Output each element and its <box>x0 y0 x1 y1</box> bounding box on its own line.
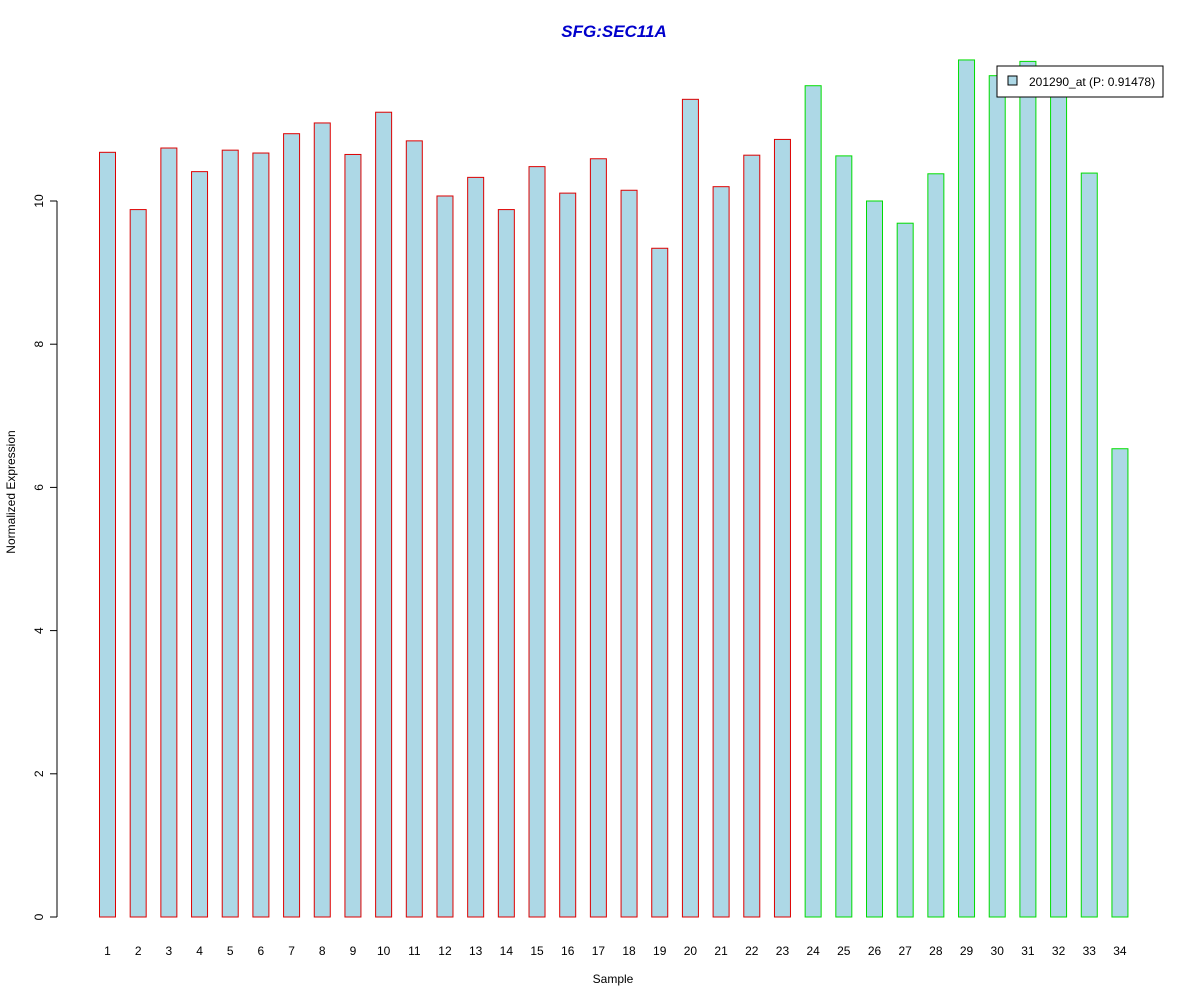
bar <box>252 152 270 918</box>
x-tick-label: 7 <box>288 944 295 958</box>
legend-box <box>996 65 1164 98</box>
bar <box>1080 172 1098 918</box>
x-tick-label: 9 <box>350 944 357 958</box>
legend: 201290_at (P: 0.91478) <box>996 65 1164 98</box>
y-tick-label: 6 <box>32 484 46 491</box>
x-tick-label: 27 <box>899 944 913 958</box>
x-tick-label: 13 <box>469 944 483 958</box>
x-tick-label: 2 <box>135 944 142 958</box>
y-tick-label: 4 <box>32 627 46 634</box>
x-tick-label: 19 <box>653 944 667 958</box>
x-tick-label: 31 <box>1021 944 1035 958</box>
bar <box>191 171 209 918</box>
x-tick-label: 22 <box>745 944 759 958</box>
x-tick-label: 32 <box>1052 944 1066 958</box>
chart-title: SFG:SEC11A <box>561 22 667 41</box>
bar <box>283 133 301 918</box>
bar <box>1050 84 1068 918</box>
y-tick-label: 10 <box>32 194 46 208</box>
y-tick-label: 2 <box>32 770 46 777</box>
bar <box>528 166 546 918</box>
x-tick-label: 10 <box>377 944 391 958</box>
bars-group <box>99 59 1129 918</box>
x-tick-label: 17 <box>592 944 606 958</box>
x-tick-label: 26 <box>868 944 882 958</box>
legend-label: 201290_at (P: 0.91478) <box>1029 75 1155 89</box>
bar <box>835 155 853 918</box>
y-tick-label: 0 <box>32 913 46 920</box>
x-tick-label: 5 <box>227 944 234 958</box>
legend-swatch <box>1007 75 1018 86</box>
bar <box>773 138 791 918</box>
x-tick-label: 4 <box>196 944 203 958</box>
bar <box>804 85 822 918</box>
bar <box>896 222 914 918</box>
bar <box>467 176 485 918</box>
bar <box>405 140 423 918</box>
x-tick-label: 23 <box>776 944 790 958</box>
x-tick-label: 3 <box>166 944 173 958</box>
x-tick-label: 14 <box>500 944 514 958</box>
bar <box>559 192 577 918</box>
x-axis-label: Sample <box>593 972 634 986</box>
bar <box>988 75 1006 918</box>
bar <box>927 173 945 918</box>
x-tick-label: 25 <box>837 944 851 958</box>
bar <box>712 186 730 918</box>
y-axis-label: Normalized Expression <box>4 430 18 553</box>
x-tick-label: 20 <box>684 944 698 958</box>
x-tick-label: 1 <box>104 944 111 958</box>
x-tick-label: 18 <box>622 944 636 958</box>
bar <box>497 209 515 918</box>
x-tick-label: 6 <box>258 944 265 958</box>
bar <box>129 209 147 918</box>
bar <box>1019 60 1037 918</box>
bar <box>221 149 239 918</box>
bar <box>160 147 178 918</box>
x-tick-labels: 1 2 3 4 5 6 7 8 9 10 11 12 13 14 15 16 17 18 19 20 21 22 23 24 2… <box>104 944 1127 958</box>
x-tick-label: 34 <box>1113 944 1127 958</box>
bar <box>99 151 116 918</box>
bar <box>651 247 669 918</box>
x-tick-label: 8 <box>319 944 326 958</box>
bar <box>866 200 883 918</box>
x-tick-label: 33 <box>1083 944 1097 958</box>
bar <box>620 189 638 918</box>
bar <box>681 98 699 918</box>
x-tick-label: 24 <box>806 944 820 958</box>
y-axis: 0 2 4 6 8 10 <box>32 194 58 920</box>
x-tick-label: 29 <box>960 944 974 958</box>
x-tick-label: 11 <box>408 944 421 958</box>
x-tick-label: 16 <box>561 944 575 958</box>
x-tick-label: 12 <box>438 944 452 958</box>
bar <box>313 122 331 918</box>
bar <box>375 111 393 918</box>
x-tick-label: 15 <box>530 944 544 958</box>
x-tick-label: 21 <box>714 944 728 958</box>
bar <box>1111 448 1129 918</box>
x-tick-label: 30 <box>991 944 1005 958</box>
bar <box>958 59 976 918</box>
bar <box>589 158 607 918</box>
x-tick-label: 28 <box>929 944 943 958</box>
bar <box>436 195 454 918</box>
bar <box>743 154 761 918</box>
bar <box>344 153 362 918</box>
y-tick-label: 8 <box>32 341 46 348</box>
